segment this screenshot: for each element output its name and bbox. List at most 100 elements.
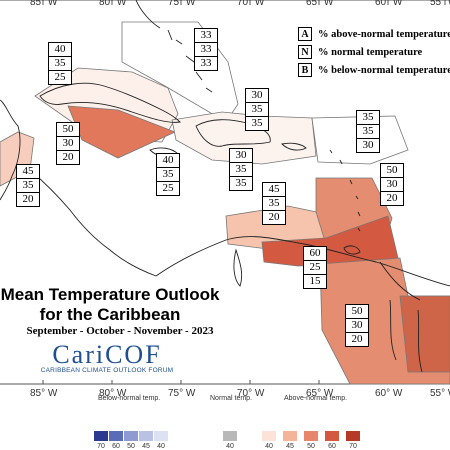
scale-normal-label: Normal temp. <box>210 395 253 402</box>
prob-above: 45 <box>268 183 280 195</box>
zone-guianas-east <box>399 295 450 373</box>
scale-swatch-above-60 <box>325 431 339 441</box>
prob-box-cayman-jamaica: 50 30 20 <box>56 122 80 165</box>
scale-swatch-below-40 <box>154 431 168 441</box>
prob-above: 30 <box>251 89 263 101</box>
prob-box-cuba: 40 35 25 <box>48 42 72 85</box>
top-lon-label: 80° W <box>99 0 127 8</box>
prob-below: 30 <box>357 138 379 152</box>
scale-value: 50 <box>127 443 135 450</box>
bottom-lon-label: 65° W <box>306 388 334 399</box>
coast-trinidad <box>343 245 361 255</box>
prob-normal: 33 <box>195 42 217 56</box>
legend-row-normal: N % normal temperature <box>298 43 450 61</box>
legend-key-n: N <box>298 45 312 59</box>
top-lon-label: 85° W <box>30 0 58 8</box>
prob-below: 35 <box>246 116 268 130</box>
zone-hispaniola <box>171 111 317 165</box>
scale-value: 50 <box>307 443 315 450</box>
prob-above: 40 <box>162 154 174 166</box>
coast-guianas <box>379 261 423 373</box>
bottom-lon-label: 80° W <box>99 388 127 399</box>
scale-swatch-below-70 <box>94 431 108 441</box>
prob-below: 15 <box>304 274 326 288</box>
coast-puerto-rico <box>281 142 307 151</box>
prob-box-bahamas-north: 33 33 33 <box>194 28 218 71</box>
prob-above: 50 <box>351 305 363 317</box>
prob-box-northern-leewards: 35 35 30 <box>356 110 380 153</box>
scale-below-label: Below-normal temp. <box>98 395 161 402</box>
coast-maracaibo <box>233 248 243 287</box>
prob-normal: 35 <box>357 124 379 138</box>
legend-key-b: B <box>298 63 312 77</box>
prob-box-guianas: 50 30 20 <box>345 304 369 347</box>
prob-below: 20 <box>381 191 403 205</box>
outlook-zones <box>0 21 450 385</box>
map-season: September - October - November - 2023 <box>26 325 214 337</box>
scale-swatch-below-45 <box>139 431 153 441</box>
map-title-line1: Mean Temperature Outlook <box>0 285 220 304</box>
scale-swatch-normal-40 <box>223 431 237 441</box>
coast-florida <box>135 0 161 29</box>
caricof-logo: CariCOF CARIBBEAN CLIMATE OUTLOOK FORUM <box>32 340 182 374</box>
prob-box-windwards: 50 30 20 <box>380 163 404 206</box>
prob-above: 60 <box>309 247 321 259</box>
caricof-logo-subtitle: CARIBBEAN CLIMATE OUTLOOK FORUM <box>40 367 174 374</box>
prob-normal: 30 <box>57 136 79 150</box>
prob-box-trinidad-tobago: 60 25 15 <box>303 246 327 289</box>
caricof-logo-name: CariCOF <box>52 340 162 369</box>
scale-value: 70 <box>97 443 105 450</box>
prob-box-turks-caicos: 30 35 35 <box>245 88 269 131</box>
legend-text-normal: % normal temperature <box>318 46 423 58</box>
top-lon-label: 60° W <box>375 0 403 8</box>
category-legend: A % above-normal temperature N % normal … <box>298 25 450 79</box>
coast-cuba <box>39 82 181 123</box>
prob-above: 50 <box>386 164 398 176</box>
coast-hispaniola <box>195 119 271 147</box>
scale-value: 40 <box>226 443 234 450</box>
prob-normal: 35 <box>49 56 71 70</box>
scale-value: 40 <box>157 443 165 450</box>
bottom-lon-label: 60° W <box>375 388 403 399</box>
scale-swatch-above-40 <box>262 431 276 441</box>
prob-box-puerto-rico-vi: 45 35 20 <box>262 182 286 225</box>
legend-row-below: B % below-normal temperature <box>298 61 450 79</box>
top-axis: 85° W 80° W 75° W 70° W 65° W 60° W 55° … <box>0 0 450 8</box>
scale-value: 70 <box>349 443 357 450</box>
top-lon-label: 65° W <box>306 0 334 8</box>
scale-value: 40 <box>265 443 273 450</box>
scale-value: 60 <box>112 443 120 450</box>
prob-normal: 35 <box>157 167 179 181</box>
prob-above: 40 <box>54 43 66 55</box>
scale-value: 60 <box>328 443 336 450</box>
coast-south-america <box>155 236 450 287</box>
zone-central-america-west <box>0 131 35 187</box>
coast-bahamas <box>167 29 213 93</box>
scale-swatch-above-50 <box>304 431 318 441</box>
legend-text-above: % above-normal temperature <box>318 28 450 40</box>
scale-value: 45 <box>142 443 150 450</box>
top-lon-label: 70° W <box>237 0 265 8</box>
prob-below: 20 <box>57 150 79 164</box>
legend-row-above: A % above-normal temperature <box>298 25 450 43</box>
scale-swatch-above-45 <box>283 431 297 441</box>
bottom-lon-label: 70° W <box>237 388 265 399</box>
legend-key-a: A <box>298 27 312 41</box>
scale-swatch-above-70 <box>346 431 360 441</box>
prob-box-hispaniola: 30 35 35 <box>229 148 253 191</box>
prob-box-central-america-west: 45 35 20 <box>16 164 40 207</box>
top-lon-label: 55° W <box>430 0 450 8</box>
prob-below: 25 <box>49 70 71 84</box>
coast-central-america <box>29 169 157 277</box>
bottom-lon-label: 75° W <box>168 388 196 399</box>
scale-value: 45 <box>286 443 294 450</box>
prob-below: 20 <box>263 210 285 224</box>
prob-below: 25 <box>157 181 179 195</box>
legend-text-below: % below-normal temperature <box>318 64 450 76</box>
prob-below: 20 <box>17 192 39 206</box>
prob-normal: 35 <box>263 196 285 210</box>
top-lon-label: 75° W <box>168 0 196 8</box>
prob-below: 35 <box>230 176 252 190</box>
bottom-lon-label: 55° W <box>430 388 450 399</box>
